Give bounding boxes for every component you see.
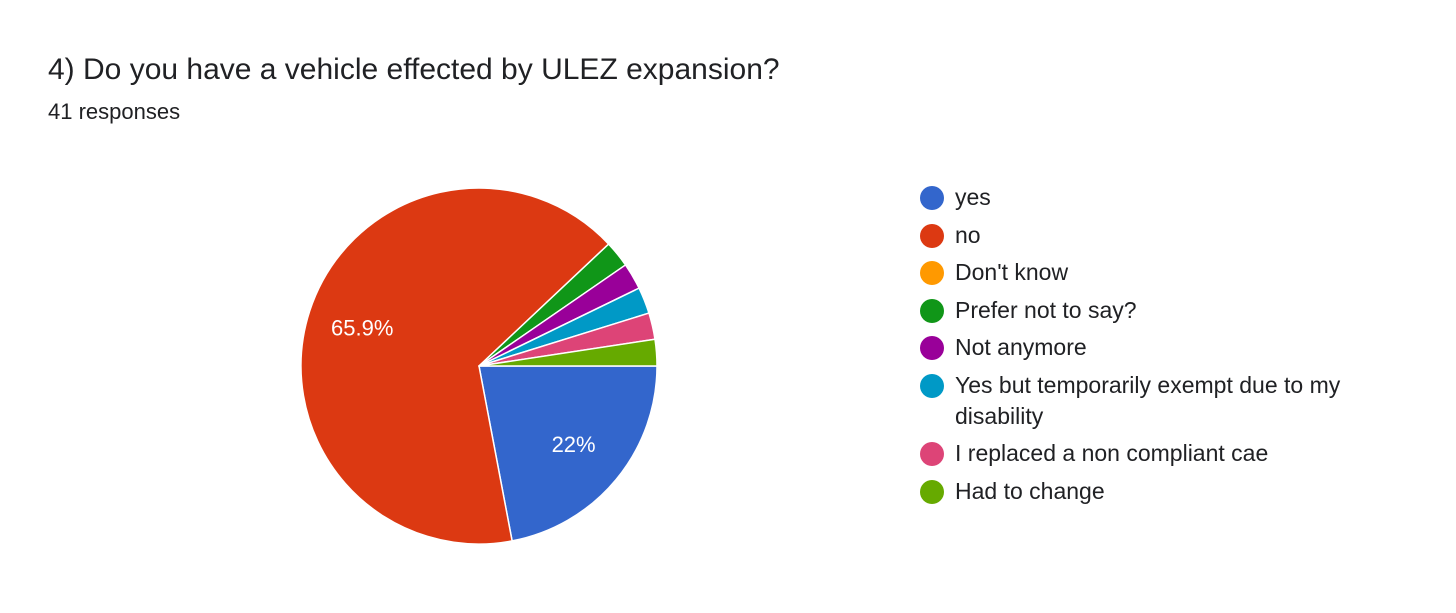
legend-item-3: Prefer not to say?	[920, 295, 1420, 326]
legend-label: Not anymore	[955, 334, 1087, 360]
chart-title: 4) Do you have a vehicle effected by ULE…	[48, 53, 780, 86]
legend-label: Had to change	[955, 477, 1105, 504]
legend-label: Yes but temporarily exempt due to my dis…	[955, 371, 1341, 429]
legend-swatch-icon	[920, 442, 944, 466]
pie-slice-0	[478, 365, 658, 542]
legend-label: no	[955, 221, 981, 248]
legend-swatch-icon	[920, 298, 944, 323]
legend-item-6: I replaced a non compliant cae	[920, 438, 1420, 469]
pie-slice-7	[478, 338, 658, 367]
legend-item-7: Had to change	[920, 476, 1420, 507]
legend-swatch-icon	[920, 479, 944, 504]
chart-legend: yes no Don't know Prefer not to say? Not any…	[920, 182, 1420, 513]
legend-swatch-icon	[920, 373, 944, 398]
legend-swatch-icon	[920, 223, 944, 248]
legend-swatch-icon	[920, 186, 944, 210]
legend-label: yes	[955, 184, 991, 210]
legend-item-1: no	[920, 220, 1420, 251]
legend-swatch-icon	[920, 336, 944, 360]
pie-data-label-1: 65.9%	[331, 316, 393, 341]
legend-item-2: Don't know	[920, 257, 1420, 288]
legend-item-5: Yes but temporarily exempt due to my dis…	[920, 370, 1420, 432]
legend-item-0: yes	[920, 182, 1420, 213]
legend-label: Prefer not to say?	[955, 296, 1137, 323]
pie-slice-1	[300, 187, 610, 545]
pie-data-label-0: 22%	[552, 432, 596, 457]
legend-label: I replaced a non compliant cae	[955, 440, 1269, 466]
response-count: 41 responses	[48, 99, 181, 124]
legend-swatch-icon	[920, 261, 944, 285]
legend-label: Don't know	[955, 259, 1069, 285]
legend-item-4: Not anymore	[920, 332, 1420, 363]
